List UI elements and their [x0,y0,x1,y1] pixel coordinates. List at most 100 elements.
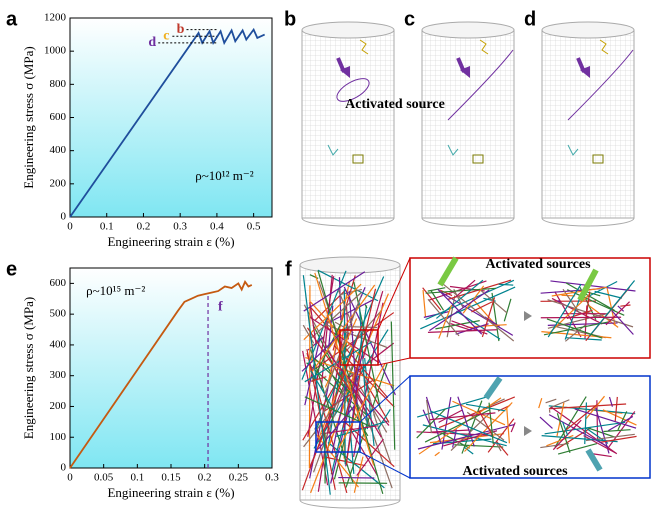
dislocation-line [540,316,622,319]
y-tick-label: 0 [61,462,67,474]
x-tick-label: 0.5 [247,221,261,233]
dislocation-line [585,395,605,420]
panel-label: a [6,8,18,30]
panel-label: b [284,8,296,30]
dislocation-line [362,290,384,360]
dislocation-line [304,396,371,427]
dislocation-line [310,370,336,413]
dislocation-line [429,289,490,332]
x-axis-title: Engineering strain ε (%) [107,234,234,249]
dislocation-line [343,342,395,383]
dislocation-line [323,296,362,398]
dislocation-line [427,287,446,292]
cylinder-bottom [299,499,401,509]
y-tick-label: 200 [50,400,67,412]
dislocation-line [303,393,346,448]
dislocation-line [435,279,484,319]
dislocation-line [565,337,602,341]
dislocation-line [549,399,570,409]
dislocation-line [584,280,618,299]
dislocation-line [557,442,598,455]
panel-label: d [524,8,536,30]
arrow [437,256,459,287]
dislocation-line [438,304,453,339]
inset-frame [409,375,651,479]
marker-label: f [218,300,223,315]
loop [447,49,514,121]
dislocation-line [449,285,485,292]
dislocation-line [317,270,384,494]
dislocation-line [353,456,364,493]
dislocation-line [301,325,363,491]
dislocation-line [539,416,553,429]
arrow [577,268,599,302]
arrow-head [340,66,350,78]
dislocation-line [551,297,603,325]
x-tick-label: 0.2 [198,472,212,484]
x-tick-label: 0.2 [137,221,151,233]
inset-frame [409,257,651,359]
note: ρ~10¹² m⁻² [195,168,254,183]
dislocation-line [541,435,618,443]
dislocation-line [333,436,346,480]
dislocation-line [605,301,631,326]
y-tick-label: 300 [50,369,67,381]
dislocation-line [425,287,497,294]
cylinder [541,29,635,219]
y-tick-label: 500 [50,308,67,320]
dislocation-line [466,411,505,441]
y-tick-label: 800 [50,78,67,90]
dislocation-line [427,298,460,337]
dislocation-line [603,429,631,433]
dislocation-line [310,376,327,382]
dislocation-line [585,291,591,321]
dislocation-line [551,286,608,297]
dislocation-line [546,318,603,339]
dislocation [479,39,489,55]
dislocation-line [330,356,390,426]
x-tick-label: 0 [67,472,73,484]
dislocation-line [438,409,463,423]
dislocation-line [462,285,485,314]
dislocation-line [301,333,341,372]
dislocation-line [548,403,627,410]
dislocation-line [565,282,615,312]
note: ρ~10¹⁵ m⁻² [86,283,145,298]
y-tick-label: 1200 [44,12,67,24]
dislocation-line [561,294,576,297]
dislocation-line [461,400,483,454]
dislocation-line [588,305,619,328]
cylinder-top [301,21,395,39]
cylinder-bottom [301,217,395,227]
annotation-label: c [163,28,169,43]
x-tick-label: 0.05 [94,472,114,484]
dislocation [592,154,604,164]
connector [377,357,411,366]
dislocation-line [594,290,623,299]
dislocation-line [451,320,488,335]
dislocation-line [547,293,591,335]
loop [567,49,634,121]
dislocation-line [425,399,433,434]
dislocation-line [543,321,610,336]
connector [359,375,411,423]
dislocation-line [429,412,496,421]
y-tick-label: 1000 [44,45,67,57]
dislocation [327,144,339,156]
dislocation-line [593,453,612,458]
dislocation-line [465,403,506,412]
dislocation-line [342,288,377,428]
annotation: Activated source [345,97,445,112]
x-tick-label: 0.15 [161,472,181,484]
x-tick-label: 0.1 [100,221,114,233]
dislocation-line [442,283,515,342]
dislocation-line [617,305,625,312]
y-axis-title: Engineering stress σ (MPa) [21,46,36,188]
dislocation-line [556,402,565,437]
y-tick-label: 400 [50,338,67,350]
arrow [524,426,532,436]
dislocation-line [450,323,473,332]
dislocation-line [422,287,442,311]
arrow-head [580,66,590,78]
dislocation-line [430,410,508,444]
